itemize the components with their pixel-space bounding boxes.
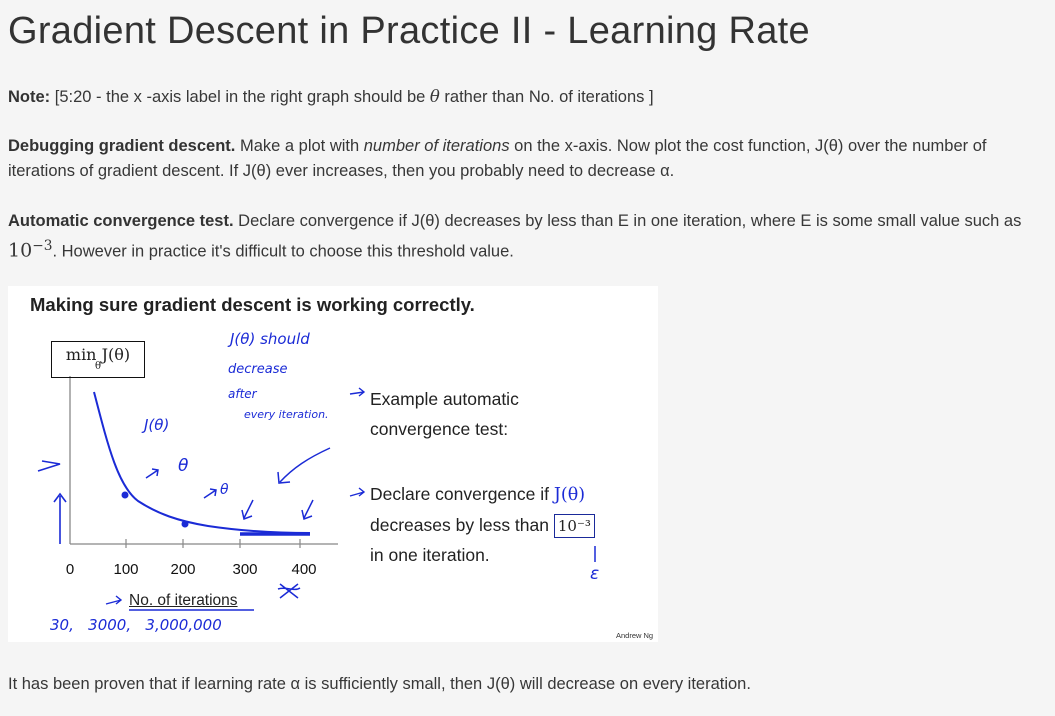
hand-theta-b: θ	[220, 482, 229, 498]
example-line-1: Example automatic	[370, 389, 519, 409]
min-j-box: min J(θ) θ	[51, 341, 145, 378]
arrow-up-b-icon	[203, 488, 217, 499]
debugging-label: Debugging gradient descent.	[8, 137, 236, 155]
x-tick-200: 200	[170, 561, 196, 578]
declare-text-2: decreases by less than	[370, 515, 554, 535]
declare-j-theta: J(θ)	[553, 485, 586, 505]
note-text-a: [5:20 - the x -axis label in the right g…	[50, 88, 430, 106]
min-j-label: min J(θ)	[65, 345, 131, 364]
slide-credit: Andrew Ng	[616, 631, 654, 640]
pointer-arrow-icon	[277, 447, 331, 484]
hand-values: 30, 3000, 3,000,000	[50, 616, 222, 634]
curve-point-100	[121, 491, 129, 499]
debugging-text-a: Make a plot with	[235, 137, 364, 155]
note-theta: θ	[429, 87, 440, 106]
threshold-box: 10⁻³	[553, 514, 595, 538]
note-text-b: rather than No. of iterations ]	[439, 88, 654, 106]
slide-title: Making sure gradient descent is working …	[30, 294, 475, 315]
arrow-down-a-icon	[241, 499, 254, 521]
convergence-text-b: . However in practice it's difficult to …	[52, 242, 514, 261]
page-title: Gradient Descent in Practice II - Learni…	[8, 10, 810, 52]
note-label: Note:	[8, 88, 51, 106]
cost-curve	[93, 391, 311, 534]
min-j-subscript: θ	[94, 361, 102, 372]
x-tick-100: 100	[113, 561, 139, 578]
hand-j-theta: J(θ)	[144, 416, 170, 434]
left-squiggle-icon	[37, 460, 61, 472]
crossed-theta-icon	[277, 583, 301, 599]
debugging-paragraph: Debugging gradient descent. Make a plot …	[8, 134, 1053, 184]
x-tick-300: 300	[232, 561, 258, 578]
hand-should: J(θ) should	[230, 330, 310, 348]
note-paragraph: Note: [5:20 - the x -axis label in the r…	[8, 84, 1053, 110]
declare-line-3: in one iteration.	[370, 545, 490, 565]
x-tick-0: 0	[65, 561, 75, 578]
hand-every: every iteration.	[244, 408, 329, 421]
hand-theta-a: θ	[178, 456, 189, 476]
x-tick-400: 400	[291, 561, 317, 578]
xlabel-arrow-icon	[105, 595, 123, 605]
hand-after: after	[228, 387, 257, 401]
declare-line-2: decreases by less than 10⁻³	[370, 514, 595, 538]
convergence-label: Automatic convergence test.	[8, 212, 234, 230]
convergence-paragraph: Automatic convergence test. Declare conv…	[8, 209, 1053, 265]
slide-plot	[37, 376, 596, 611]
hand-epsilon: ε	[590, 564, 600, 584]
x-axis-label: No. of iterations	[129, 592, 238, 609]
hand-decrease: decrease	[228, 362, 288, 377]
declare-line-1: Declare convergence if J(θ)	[370, 483, 585, 506]
convergence-text-a: Declare convergence if J(θ) decreases by…	[233, 212, 1022, 230]
y-arrow-icon	[53, 492, 67, 544]
declare-text-1: Declare convergence if	[370, 484, 554, 504]
example-line-2: convergence test:	[370, 419, 509, 439]
debugging-text-b: on the x-axis. Now plot the cost functio…	[8, 137, 987, 180]
arrow-down-b-icon	[301, 499, 314, 521]
bottom-paragraph: It has been proven that if learning rate…	[8, 675, 751, 693]
lecture-slide: Making sure gradient descent is working …	[8, 286, 658, 642]
example-arrow-icon	[349, 387, 366, 397]
declare-arrow-icon	[349, 487, 366, 497]
threshold-base: 10	[8, 239, 33, 262]
curve-point-200	[181, 520, 189, 528]
threshold-exponent: −3	[32, 238, 53, 254]
debugging-emphasis: number of iterations	[363, 137, 510, 155]
arrow-up-a-icon	[145, 468, 159, 479]
